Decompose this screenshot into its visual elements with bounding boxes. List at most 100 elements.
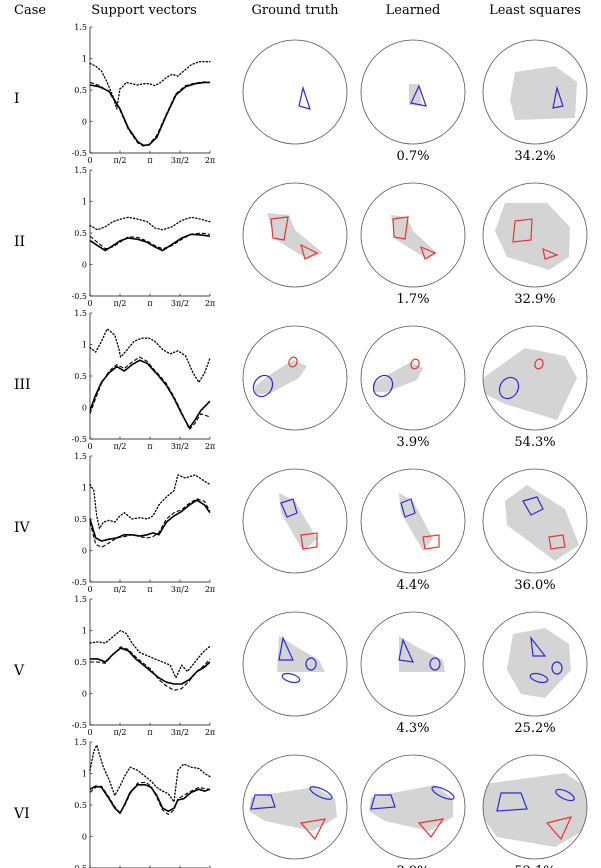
y-tick-label: 0.5 <box>74 801 87 810</box>
domain-circle <box>242 182 348 288</box>
row-case-i: I1.510.50-0.50 π/2 π 3π/2 2π 0.7% 34.2% <box>14 23 588 165</box>
case-label: IV <box>14 520 31 536</box>
y-tick-label: 0 <box>82 690 87 699</box>
red-obstacle-shape <box>270 216 289 241</box>
learned-panel <box>360 754 466 860</box>
x-tick-label: 3π/2 <box>171 156 189 165</box>
blue-obstacle-shape <box>280 498 298 518</box>
y-tick-label: 1 <box>82 484 87 493</box>
x-tick-label: 0 <box>87 728 92 737</box>
blue-obstacle-shape <box>530 635 547 657</box>
blue-obstacle-shape <box>398 638 414 663</box>
ground-truth-panel <box>242 325 348 431</box>
feasible-region <box>483 773 587 847</box>
blue-obstacle-ellipse <box>551 661 563 675</box>
domain-circle <box>242 611 348 717</box>
domain-circle <box>482 39 588 145</box>
blue-obstacle-shape <box>278 636 294 661</box>
series-line-dotted <box>89 216 211 231</box>
blue-obstacle-ellipse <box>305 657 317 671</box>
y-tick-label: 1 <box>82 341 87 350</box>
blue-obstacle-ellipse <box>431 786 455 800</box>
y-tick-label: 0 <box>82 404 87 413</box>
blue-obstacle-shape <box>370 794 396 810</box>
red-obstacle-shape <box>300 532 318 550</box>
feasible-region <box>505 485 579 561</box>
feasible-region <box>277 636 325 672</box>
header-ground-truth: Ground truth <box>251 3 339 18</box>
blue-obstacle-shape <box>298 85 311 110</box>
y-tick-label: 1 <box>82 627 87 636</box>
domain-circle <box>360 611 466 717</box>
series-line-dashed <box>89 781 210 816</box>
blue-obstacle-ellipse <box>529 672 549 684</box>
learned-error-label: 3.9% <box>396 435 429 450</box>
learned-error-label: 4.4% <box>396 578 429 593</box>
blue-obstacle-ellipse <box>555 788 575 802</box>
domain-circle <box>360 39 466 145</box>
feasible-region <box>399 636 445 672</box>
least-squares-error-label: 25.2% <box>514 721 555 736</box>
figure-rows: I1.510.50-0.50 π/2 π 3π/2 2π 0.7% 34.2%II1.510… <box>13 23 588 868</box>
least-squares-panel <box>482 39 588 145</box>
blue-obstacle-shape <box>250 794 276 810</box>
learned-panel <box>360 182 466 288</box>
blue-obstacle-ellipse <box>252 374 274 398</box>
red-obstacle-shape <box>545 816 573 841</box>
y-tick-label: 0 <box>82 547 87 556</box>
y-tick-label: 1.5 <box>74 309 87 318</box>
domain-circle <box>482 468 588 574</box>
ground-truth-panel <box>242 611 348 717</box>
domain-circle <box>482 611 588 717</box>
red-obstacle-shape <box>422 534 440 550</box>
ground-truth-panel <box>242 468 348 574</box>
blue-obstacle-ellipse <box>281 672 301 684</box>
red-obstacle-ellipse <box>410 358 420 370</box>
feasible-region <box>255 360 307 394</box>
y-tick-label: 0.5 <box>74 372 87 381</box>
y-tick-label: 1.5 <box>74 452 87 461</box>
series-line-solid <box>89 499 211 542</box>
x-tick-label: 0 <box>87 442 92 451</box>
header-learned: Learned <box>386 3 441 18</box>
y-tick-label: -0.5 <box>72 292 87 301</box>
feasible-region <box>391 215 437 259</box>
x-tick-label: π/2 <box>113 585 126 594</box>
least-squares-error-label: 54.3% <box>514 435 555 450</box>
domain-circle <box>482 325 588 431</box>
series-line-solid <box>90 647 211 685</box>
feasible-region <box>510 66 577 120</box>
blue-obstacle-shape <box>522 496 544 516</box>
case-label: II <box>14 234 25 250</box>
x-tick-label: 0 <box>87 156 92 165</box>
y-tick-label: 0.5 <box>74 86 87 95</box>
blue-obstacle-ellipse <box>429 657 441 671</box>
feasible-region <box>279 493 317 551</box>
ground-truth-panel <box>242 754 348 860</box>
learned-error-label: 0.7% <box>396 149 429 164</box>
ground-truth-panel <box>242 182 348 288</box>
x-tick-label: π/2 <box>113 442 126 451</box>
feasible-region <box>373 362 423 392</box>
case-label: III <box>14 377 31 393</box>
domain-circle <box>242 39 348 145</box>
series-line-dotted <box>89 629 211 679</box>
least-squares-panel <box>482 325 588 431</box>
y-tick-label: -0.5 <box>72 149 87 158</box>
blue-obstacle-shape <box>410 84 427 107</box>
series-line-solid <box>89 81 210 147</box>
case-label: V <box>13 663 25 679</box>
y-tick-label: 1 <box>82 55 87 64</box>
case-label: I <box>14 91 20 107</box>
feasible-region <box>495 203 570 270</box>
y-tick-label: 0 <box>82 833 87 842</box>
learned-error-label: 1.7% <box>396 292 429 307</box>
row-case-iv: IV1.510.50-0.50 π/2 π 3π/2 2π 4.4% 36.0% <box>14 452 588 594</box>
series-line-dashed <box>89 232 210 250</box>
